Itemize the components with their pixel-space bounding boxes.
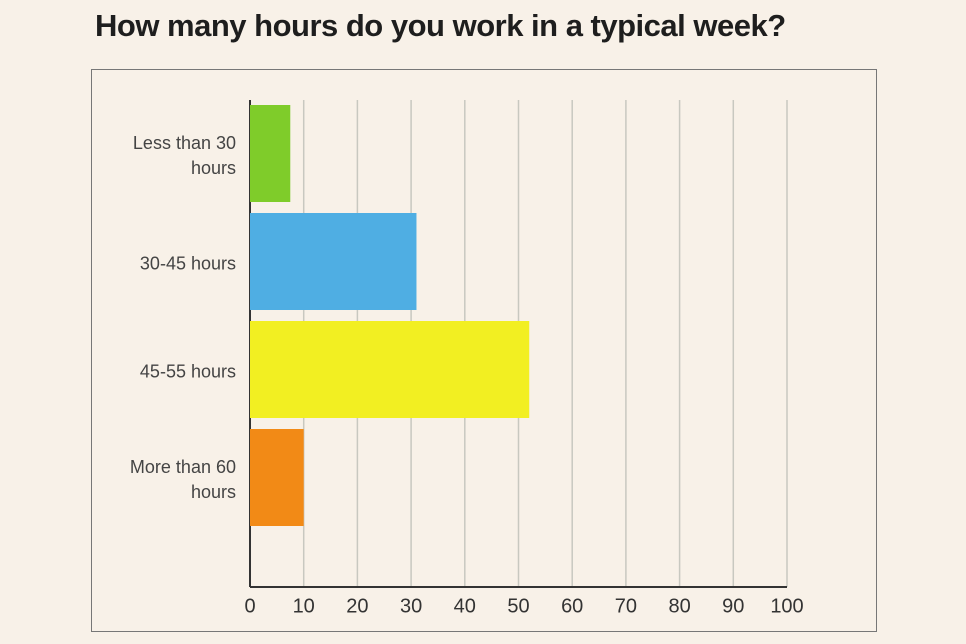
x-tick-label: 20 [346, 595, 368, 617]
bar [250, 321, 530, 418]
x-tick-label: 60 [561, 595, 583, 617]
x-tick-label: 50 [507, 595, 529, 617]
x-tick-label: 70 [615, 595, 637, 617]
bar [250, 213, 417, 310]
x-tick-label: 30 [400, 595, 422, 617]
chart-title: How many hours do you work in a typical … [95, 8, 786, 43]
bar [250, 429, 304, 526]
y-tick-label: More than 60 hours [129, 456, 236, 502]
x-tick-label: 90 [722, 595, 744, 617]
y-tick-label: 45-55 hours [139, 361, 236, 381]
x-tick-label: 0 [244, 595, 255, 617]
x-tick-label: 10 [293, 595, 315, 617]
x-tick-label: 80 [668, 595, 690, 617]
x-tick-label: 100 [770, 595, 803, 617]
plot-frame [91, 69, 877, 632]
y-tick-label: Less than 30 hours [132, 132, 236, 178]
x-tick-label: 40 [454, 595, 476, 617]
y-tick-label: 30-45 hours [139, 253, 236, 273]
bar [250, 105, 291, 202]
